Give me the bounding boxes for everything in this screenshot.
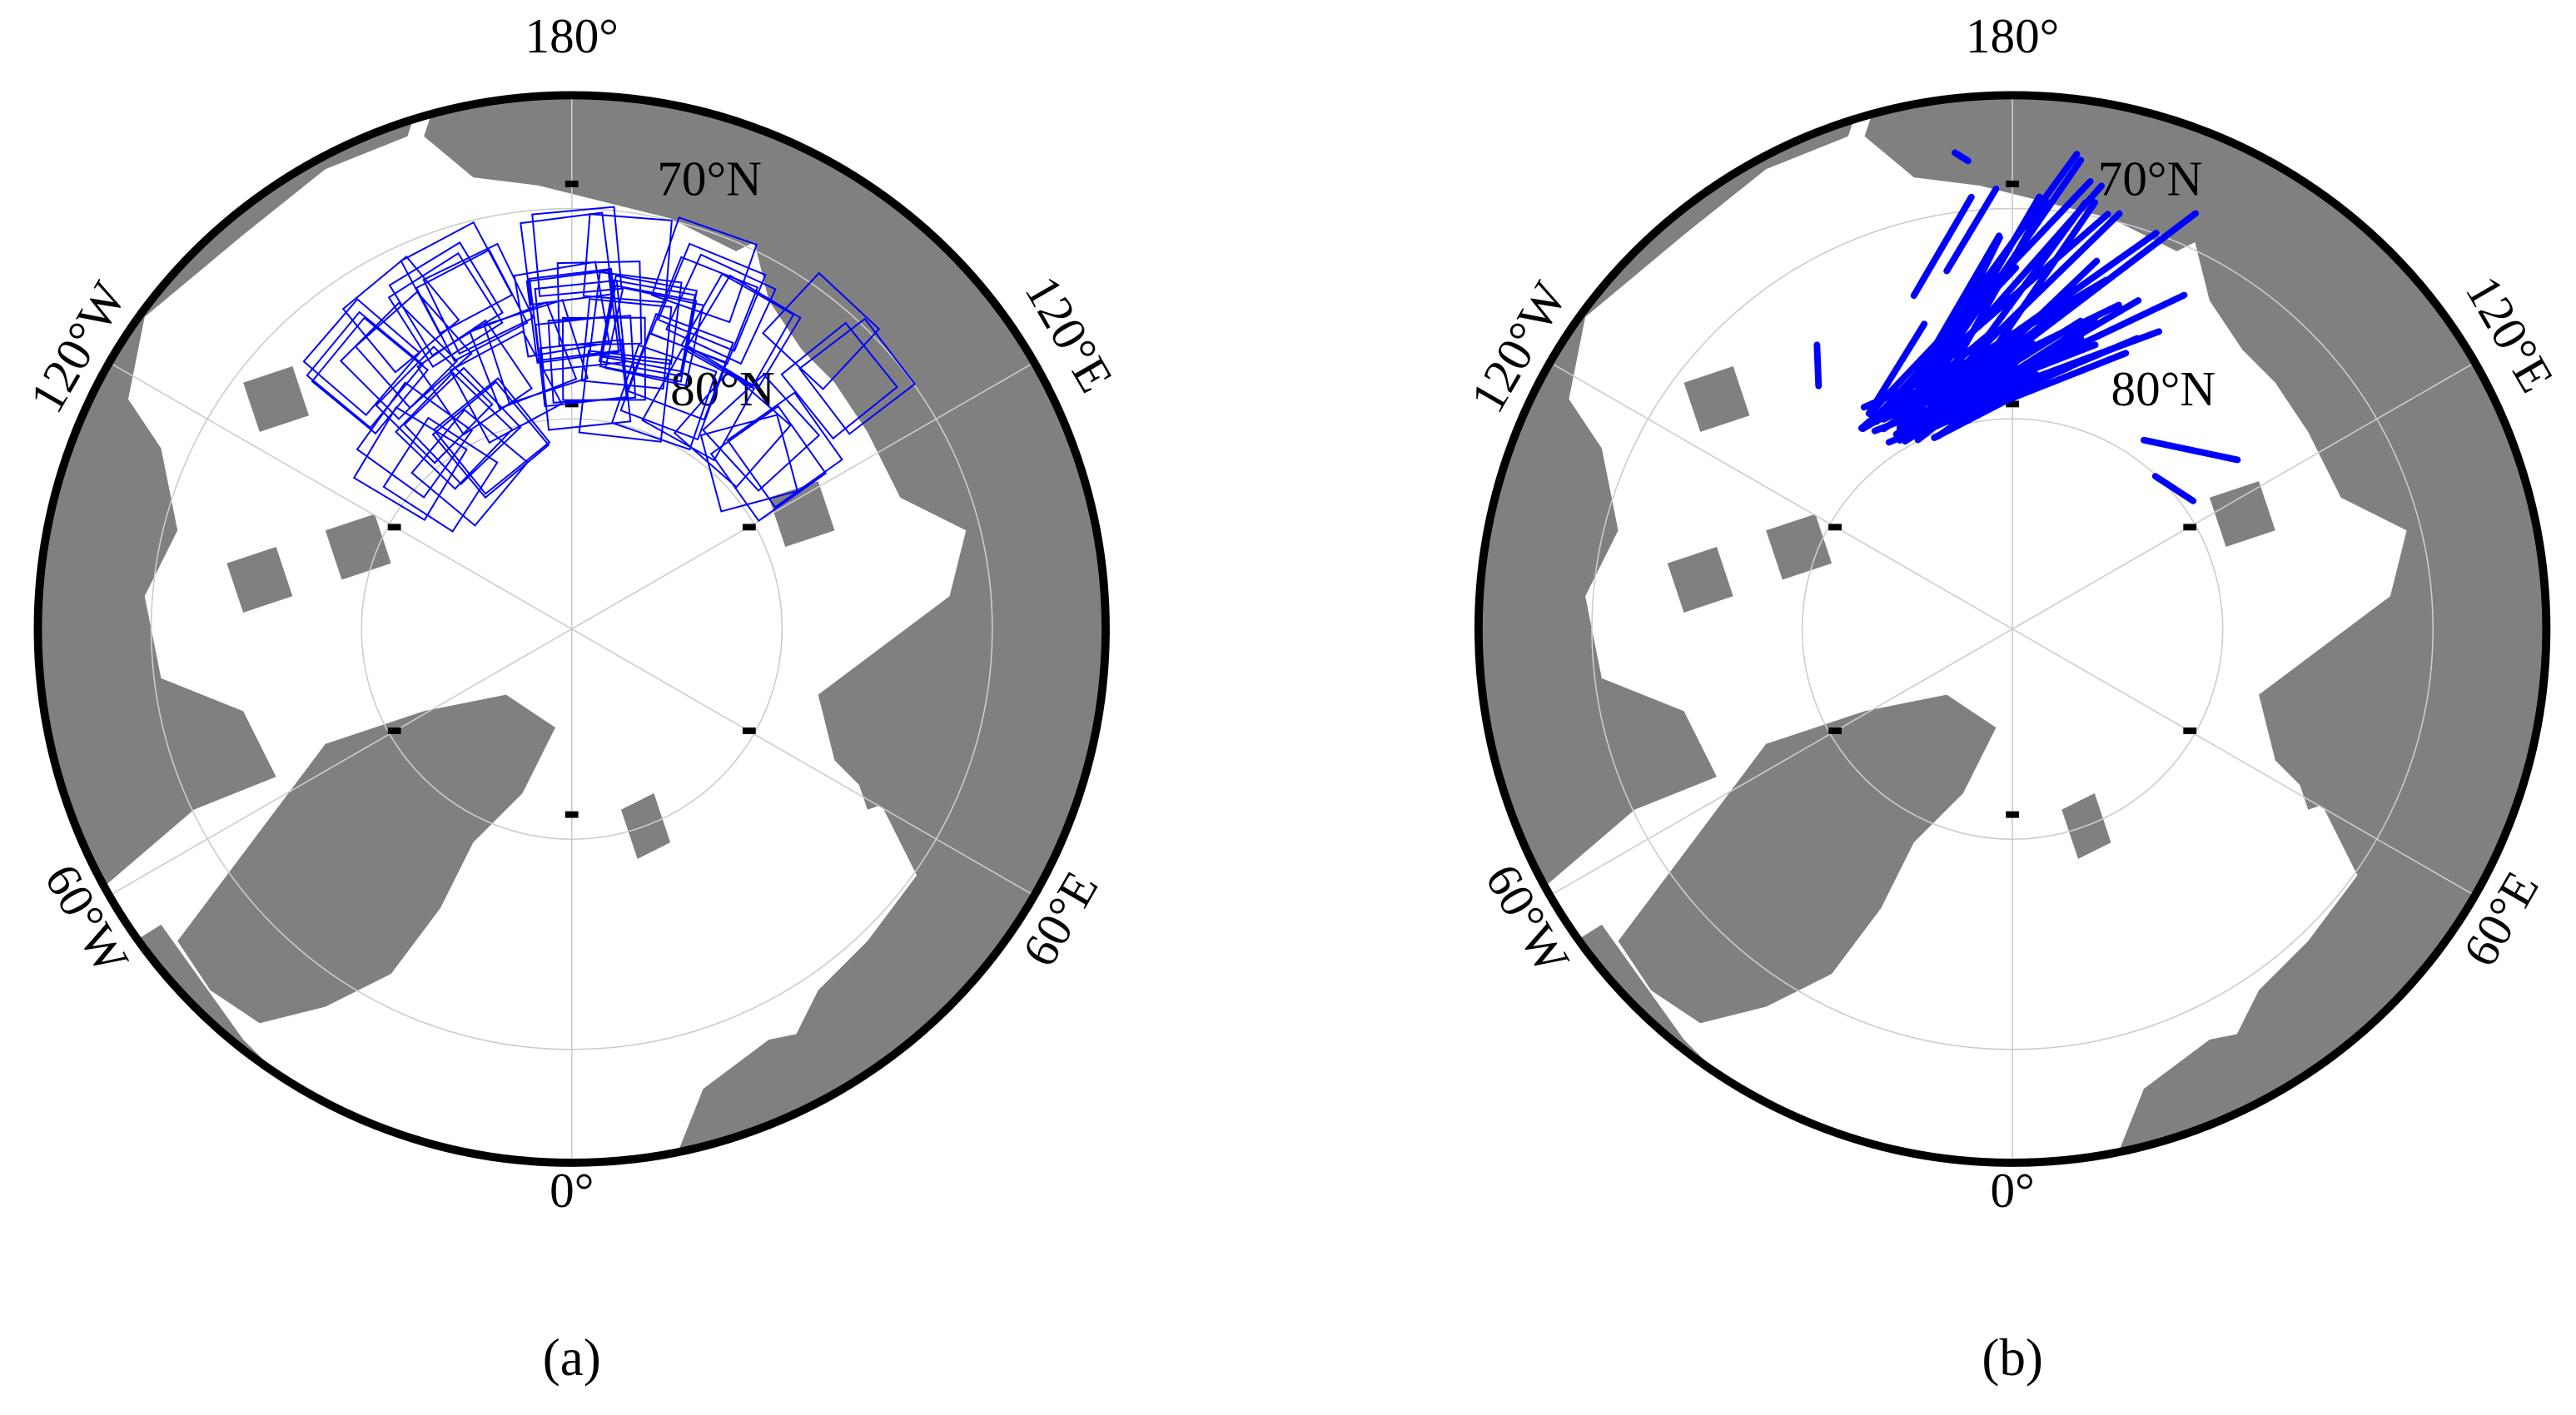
track: [1880, 301, 2122, 423]
track: [1952, 149, 1972, 165]
panel-caption: (b): [1982, 1328, 2043, 1387]
track: [1866, 178, 2094, 417]
footprint: [513, 261, 610, 358]
footprint: [709, 405, 828, 523]
footprint: [534, 279, 626, 372]
footprint: [387, 252, 504, 368]
track: [1943, 185, 2000, 275]
footprint: [780, 321, 898, 440]
track: [1865, 320, 1928, 417]
tick-mark: [2006, 181, 2020, 187]
footprint: [483, 299, 589, 405]
tick-mark: [2006, 811, 2020, 818]
graticule-label: 180°: [525, 8, 619, 63]
footprint: [673, 370, 792, 489]
footprint: [650, 216, 758, 324]
footprint: [604, 286, 704, 387]
track: [1910, 193, 1975, 300]
tick-mark: [564, 181, 579, 187]
footprint: [580, 298, 673, 390]
track: [1912, 370, 2040, 431]
graticule-label: 0°: [1990, 1163, 2034, 1218]
tick-mark: [2006, 400, 2020, 408]
footprint: [578, 350, 672, 443]
track: [1907, 335, 2085, 424]
footprint: [356, 381, 474, 499]
track: [2151, 473, 2197, 504]
footprint: [686, 274, 802, 390]
footprint: [657, 242, 767, 352]
track: [1947, 350, 2130, 426]
footprint: [531, 206, 623, 297]
footprint: [520, 211, 614, 306]
footprint: [388, 241, 504, 357]
footprint: [582, 213, 673, 304]
track: [1934, 257, 2101, 417]
track: [1890, 151, 2081, 410]
tick-mark: [2183, 524, 2197, 531]
tick-mark: [387, 524, 401, 531]
tick-mark: [2183, 727, 2197, 734]
tick-mark: [742, 524, 756, 531]
graticule-label: 180°: [1966, 8, 2059, 63]
footprint: [665, 253, 777, 365]
graticule-label: 0°: [550, 1163, 594, 1218]
footprint: [403, 366, 522, 485]
footprint: [410, 408, 530, 527]
footprint: [382, 416, 499, 533]
track: [1813, 341, 1823, 390]
tick-mark: [1828, 524, 1842, 531]
tick-mark: [564, 811, 579, 818]
track: [1897, 329, 1996, 412]
footprint: [702, 373, 821, 492]
footprint: [431, 380, 550, 499]
footprint: [599, 284, 698, 383]
footprint: [416, 319, 533, 436]
footprint: [352, 406, 468, 521]
map-b: [1470, 87, 2554, 1171]
tick-mark: [387, 727, 401, 734]
footprint: [726, 391, 843, 509]
graticule-label: 70°N: [657, 151, 762, 206]
footprint: [525, 270, 620, 364]
tick-mark: [742, 727, 756, 734]
footprint: [400, 221, 514, 335]
panel-caption: (a): [543, 1328, 601, 1387]
footprint: [699, 414, 799, 513]
tick-mark: [1828, 727, 1842, 734]
footprint: [539, 339, 632, 431]
footprint: [469, 300, 578, 410]
footprint: [449, 330, 563, 444]
track: [2141, 436, 2241, 464]
footprint: [311, 316, 430, 435]
graticule-label: 80°N: [2111, 361, 2216, 416]
footprint: [589, 271, 683, 365]
footprint: [641, 347, 756, 462]
footprint: [395, 371, 514, 490]
graticule-label: 70°N: [2098, 151, 2203, 206]
footprint: [354, 290, 473, 410]
map-a: [30, 87, 1114, 1171]
footprint: [302, 298, 421, 417]
footprint: [761, 271, 881, 390]
footprint: [339, 301, 459, 420]
footprint: [798, 317, 917, 435]
